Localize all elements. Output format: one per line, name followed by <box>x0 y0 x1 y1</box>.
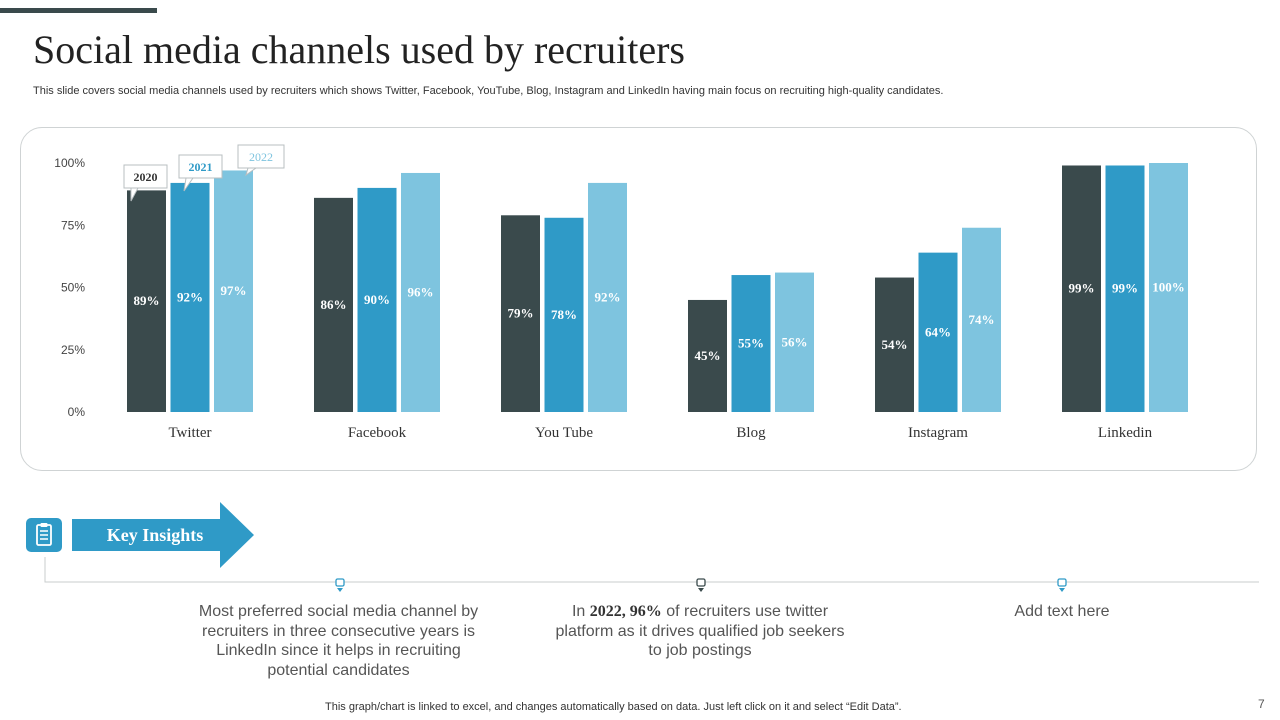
bar <box>775 272 814 412</box>
data-label: 74% <box>969 312 995 327</box>
data-label: 45% <box>695 348 721 363</box>
bar <box>918 252 958 412</box>
bar <box>544 217 584 412</box>
bar <box>962 227 1001 412</box>
bar <box>401 172 440 412</box>
footer-note: This graph/chart is linked to excel, and… <box>325 701 902 713</box>
page-subtitle: This slide covers social media channels … <box>33 85 944 97</box>
insight-text-1: Most preferred social media channel by r… <box>198 603 479 679</box>
insight-2-highlight: 2022, 96% <box>589 603 662 620</box>
bar <box>127 190 166 412</box>
bar <box>357 187 397 412</box>
data-label: 92% <box>595 289 621 304</box>
insights-timeline <box>44 557 1259 583</box>
insight-2-prefix: In <box>571 603 590 620</box>
x-tick-label: Twitter <box>168 425 211 441</box>
bar <box>1149 163 1188 412</box>
x-tick-label: Facebook <box>348 425 407 441</box>
data-label: 79% <box>508 306 534 321</box>
x-tick-label: Blog <box>736 425 766 441</box>
bar <box>731 275 771 412</box>
data-label: 99% <box>1069 281 1095 296</box>
data-label: 92% <box>177 289 203 304</box>
y-tick-label: 0% <box>68 405 86 419</box>
bar <box>688 299 727 412</box>
bar <box>501 215 540 412</box>
timeline-marker-2 <box>696 578 706 592</box>
data-label: 86% <box>321 297 347 312</box>
x-tick-label: You Tube <box>535 425 593 441</box>
top-accent-rule <box>0 8 157 13</box>
data-label: 89% <box>134 293 160 308</box>
data-label: 96% <box>408 284 434 299</box>
insight-text-3[interactable]: Add text here <box>1014 603 1110 620</box>
legend-callout-box <box>178 154 223 179</box>
data-label: 56% <box>782 334 808 349</box>
legend-callout-tail <box>245 167 258 177</box>
x-tick-label: Linkedin <box>1098 425 1153 441</box>
legend-callout-box <box>237 144 285 169</box>
page-number: 7 <box>1258 697 1265 711</box>
data-label: 97% <box>221 283 247 298</box>
data-label: 54% <box>882 337 908 352</box>
x-tick-label: Instagram <box>908 425 968 441</box>
clipboard-icon <box>26 518 62 552</box>
legend-label: 2021 <box>189 160 213 174</box>
y-tick-label: 50% <box>61 281 85 295</box>
y-tick-label: 100% <box>54 156 85 170</box>
page-title: Social media channels used by recruiters <box>33 27 685 72</box>
data-label: 99% <box>1112 281 1138 296</box>
chart-panel <box>20 127 1257 471</box>
data-label: 100% <box>1152 280 1185 295</box>
y-tick-label: 25% <box>61 343 85 357</box>
insight-text-2: In 2022, 96% of recruiters use twitter p… <box>552 602 848 661</box>
data-label: 90% <box>364 292 390 307</box>
legend-label: 2022 <box>249 150 273 164</box>
timeline-marker-3 <box>1057 578 1067 592</box>
bar <box>875 277 914 412</box>
bar <box>170 182 210 412</box>
timeline-marker-1 <box>335 578 345 592</box>
bar <box>214 170 253 412</box>
bar <box>314 197 353 412</box>
data-label: 78% <box>551 307 577 322</box>
bar <box>588 182 627 412</box>
key-insights-label: Key Insights <box>106 525 204 545</box>
key-insights-arrow <box>72 502 254 568</box>
data-label: 55% <box>738 336 764 351</box>
insight-2-suffix: of recruiters use twitter platform as it… <box>555 603 845 659</box>
data-label: 64% <box>925 324 951 339</box>
legend-callout-tail <box>130 187 139 202</box>
bar-chart[interactable]: 0% 25% 50% 75% 100% 89% 92% 97% Twitter 86% 90% 96%… <box>0 0 1280 480</box>
legend-label: 2020 <box>134 170 158 184</box>
y-tick-label: 75% <box>61 218 85 232</box>
legend-callout-box <box>123 164 168 189</box>
bar <box>1062 165 1101 412</box>
legend-callout-tail <box>183 177 194 192</box>
bar <box>1105 165 1145 412</box>
